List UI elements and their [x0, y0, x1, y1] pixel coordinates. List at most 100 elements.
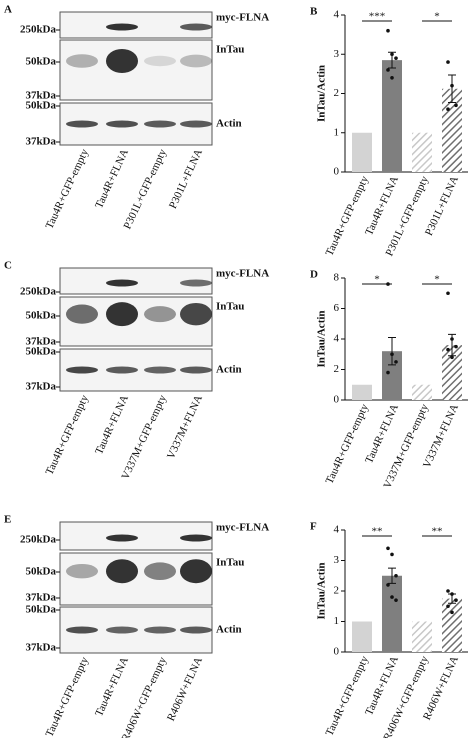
data-point: [386, 546, 390, 551]
data-point: [390, 76, 394, 80]
blot-label: myc-FLNA: [216, 12, 269, 24]
y-tick-label: 0: [334, 394, 340, 406]
bar: [352, 621, 372, 652]
blot-band: [144, 120, 176, 128]
blot-box: [59, 521, 213, 551]
data-point: [450, 592, 454, 596]
blot-band: [66, 366, 98, 374]
data-point: [386, 68, 390, 72]
lane-label: Tau4R+GFP-empty: [43, 393, 91, 477]
y-tick-label: 4: [334, 524, 340, 536]
marker-label: 37kDa: [25, 336, 56, 348]
panel-letter: C: [4, 260, 12, 272]
error-bar: [448, 74, 456, 104]
blot-band: [106, 279, 138, 287]
data-point: [454, 344, 458, 349]
data-point: [394, 573, 398, 578]
y-axis-label: InTau/Actin: [316, 310, 328, 367]
blot-band: [106, 626, 138, 634]
data-point: [454, 103, 458, 108]
blot-band: [144, 55, 176, 67]
y-tick-label: 4: [334, 9, 340, 21]
panel-letter: F: [310, 521, 317, 533]
data-point: [446, 107, 450, 111]
data-point: [394, 598, 398, 602]
blot-label: Actin: [216, 364, 242, 376]
panel-letter: B: [310, 6, 318, 18]
blot-band: [180, 279, 212, 287]
data-point: [446, 291, 450, 296]
data-point: [390, 552, 394, 557]
marker-label: 37kDa: [25, 90, 56, 102]
marker-label: 50kDa: [25, 604, 56, 616]
lane-label: P301L+GFP-empty: [121, 147, 169, 231]
blot-band: [106, 559, 138, 584]
marker-label: 250kDa: [20, 534, 57, 546]
y-tick-label: 2: [334, 363, 340, 375]
x-tick-label: Tau4R+GFP-empty: [323, 654, 371, 738]
data-point: [446, 60, 450, 64]
marker-label: 50kDa: [25, 56, 56, 68]
data-point: [450, 610, 454, 615]
x-tick-label: Tau4R+GFP-empty: [323, 174, 371, 258]
significance-label: *: [374, 274, 380, 286]
marker-label: 37kDa: [25, 642, 56, 654]
marker-label: 50kDa: [25, 100, 56, 112]
blot-band: [144, 306, 176, 323]
marker-label: 50kDa: [25, 310, 56, 322]
bar: [382, 60, 402, 173]
bar: [442, 598, 462, 652]
panel-letter: E: [4, 514, 11, 526]
y-tick-label: 3: [334, 48, 340, 60]
lane-label: V337M+FLNA: [165, 393, 205, 461]
error-bar: [388, 567, 396, 584]
blot-band: [66, 304, 98, 324]
y-tick-label: 8: [334, 272, 340, 284]
blot-box: [59, 39, 213, 101]
blot-band: [106, 534, 138, 542]
bar: [352, 132, 372, 172]
y-tick-label: 0: [334, 646, 340, 658]
panel-letter: A: [4, 4, 12, 16]
marker-label: 250kDa: [20, 286, 57, 298]
bar: [442, 345, 462, 400]
data-point: [450, 83, 454, 88]
blot-band: [144, 626, 176, 634]
y-tick-label: 0: [334, 166, 340, 178]
bar: [412, 132, 432, 172]
blot-band: [66, 54, 98, 68]
lane-label: Tau4R+FLNA: [93, 655, 131, 718]
blot-band: [180, 534, 212, 542]
data-point: [454, 598, 458, 602]
data-point: [450, 337, 454, 341]
blot-band: [180, 54, 212, 68]
bar: [352, 384, 372, 400]
lane-label: Tau4R+GFP-empty: [43, 655, 91, 738]
lane-label: R406W+FLNA: [165, 655, 205, 723]
lane-label: Tau4R+GFP-empty: [43, 147, 91, 231]
blot-band: [180, 302, 212, 326]
data-point: [386, 583, 390, 587]
lane-label: Tau4R+FLNA: [93, 393, 131, 456]
bar: [412, 384, 432, 400]
blot-band: [180, 626, 212, 634]
marker-label: 50kDa: [25, 346, 56, 358]
blot-band: [66, 564, 98, 579]
y-tick-label: 4: [334, 333, 340, 345]
blot-band: [106, 302, 138, 327]
y-tick-label: 2: [334, 87, 340, 99]
bar: [382, 351, 402, 400]
blot-label: myc-FLNA: [216, 522, 269, 534]
y-axis-label: InTau/Actin: [316, 562, 328, 619]
bar: [382, 575, 402, 652]
blot-band: [180, 120, 212, 128]
bar: [412, 621, 432, 652]
blot-band: [180, 559, 212, 584]
blot-band: [66, 120, 98, 128]
blot-band: [144, 562, 176, 580]
data-point: [450, 355, 454, 360]
y-tick-label: 1: [334, 126, 340, 138]
blot-band: [180, 366, 212, 374]
y-tick-label: 3: [334, 554, 340, 566]
y-tick-label: 2: [334, 585, 340, 597]
